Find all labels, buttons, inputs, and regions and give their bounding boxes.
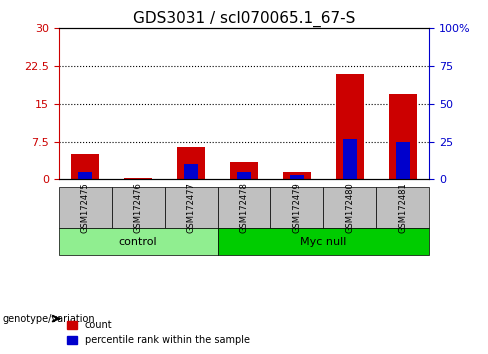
Bar <box>177 147 205 179</box>
Text: GSM172477: GSM172477 <box>186 182 196 233</box>
Text: GSM172480: GSM172480 <box>346 182 354 233</box>
Text: GSM172478: GSM172478 <box>240 182 248 233</box>
Bar <box>289 175 305 179</box>
Bar <box>389 94 417 179</box>
Text: genotype/variation: genotype/variation <box>2 314 95 324</box>
Text: Myc null: Myc null <box>300 237 346 247</box>
Bar <box>230 162 258 179</box>
Bar <box>343 138 357 179</box>
Text: control: control <box>119 237 157 247</box>
FancyBboxPatch shape <box>59 187 112 228</box>
Bar <box>71 154 99 179</box>
FancyBboxPatch shape <box>164 187 218 228</box>
FancyBboxPatch shape <box>376 187 429 228</box>
Bar <box>396 142 410 179</box>
Text: GSM172476: GSM172476 <box>134 182 142 233</box>
Text: GSM172479: GSM172479 <box>292 182 302 233</box>
Bar <box>237 172 251 179</box>
Legend: count, percentile rank within the sample: count, percentile rank within the sample <box>63 316 254 349</box>
Title: GDS3031 / scl070065.1_67-S: GDS3031 / scl070065.1_67-S <box>133 11 355 27</box>
FancyBboxPatch shape <box>218 187 270 228</box>
FancyBboxPatch shape <box>324 187 376 228</box>
Bar <box>124 178 152 179</box>
Bar <box>78 172 92 179</box>
Text: GSM172475: GSM172475 <box>81 182 90 233</box>
FancyBboxPatch shape <box>218 228 429 255</box>
Bar <box>283 172 311 179</box>
Bar <box>183 164 199 179</box>
FancyBboxPatch shape <box>270 187 324 228</box>
Text: GSM172481: GSM172481 <box>398 182 407 233</box>
Bar <box>336 74 364 179</box>
FancyBboxPatch shape <box>59 228 218 255</box>
FancyBboxPatch shape <box>112 187 164 228</box>
